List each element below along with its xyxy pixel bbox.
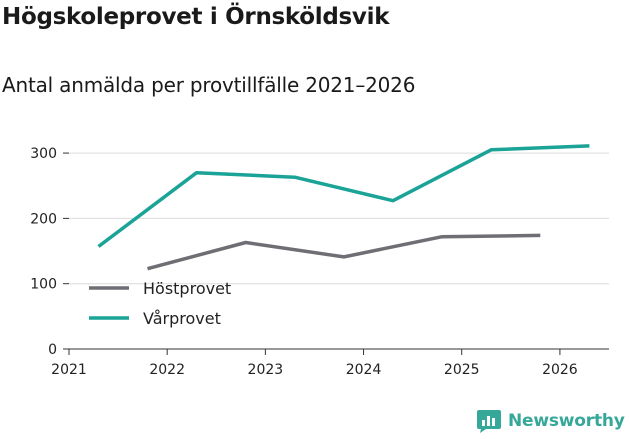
y-axis-ticks: 0 100 200 300	[30, 146, 69, 358]
series-line-vårprovet	[97, 144, 590, 248]
brand-name: Newsworthy	[508, 411, 625, 431]
x-tick-label: 2026	[542, 362, 578, 378]
y-tick-label: 100	[30, 277, 57, 293]
legend-label: Vårprovet	[143, 309, 221, 328]
x-tick-label: 2022	[149, 362, 185, 378]
legend-label: Höstprovet	[143, 279, 231, 298]
newsworthy-logo: Newsworthy	[476, 408, 625, 434]
y-tick-label: 300	[30, 146, 57, 162]
chart-subtitle: Antal anmälda per provtillfälle 2021–202…	[2, 73, 416, 97]
legend: Höstprovet Vårprovet	[89, 279, 231, 328]
y-tick-label: 200	[30, 211, 57, 227]
series-line-höstprovet	[147, 233, 541, 271]
gridlines	[69, 152, 609, 285]
x-tick-label: 2021	[51, 362, 87, 378]
x-tick-label: 2024	[346, 362, 382, 378]
x-tick-label: 2025	[444, 362, 480, 378]
series-lines	[97, 144, 590, 271]
x-tick-label: 2023	[248, 362, 284, 378]
chart-title: Högskoleprovet i Örnsköldsvik	[2, 4, 390, 30]
y-tick-label: 0	[48, 342, 57, 358]
newsworthy-logo-icon	[477, 410, 501, 433]
x-axis: 2021 2022 2023 2024 2025 2026	[51, 348, 609, 378]
